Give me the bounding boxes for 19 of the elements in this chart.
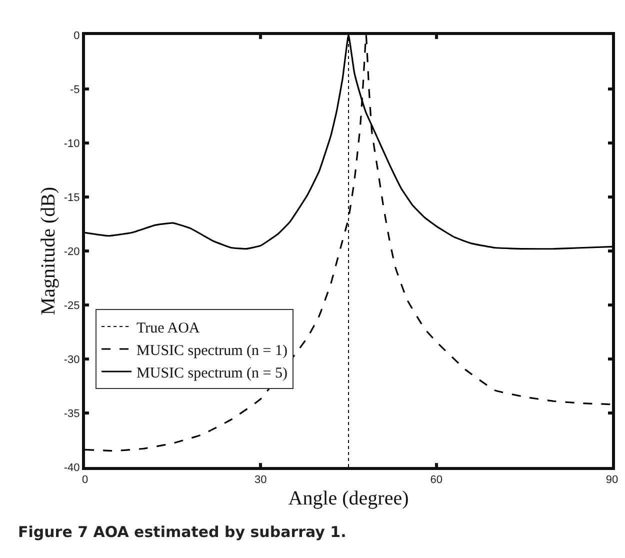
- y-tick-label: -40: [64, 462, 80, 474]
- y-axis-title: Magnitude (dB): [37, 186, 60, 316]
- x-axis-title: Angle (degree): [288, 488, 409, 510]
- x-tick-label: 90: [606, 474, 618, 486]
- x-tick-label: 30: [254, 474, 267, 486]
- x-tick-label: 60: [430, 474, 442, 486]
- y-tick-label: -15: [64, 192, 80, 204]
- y-tick-label: -20: [64, 246, 80, 258]
- legend-label: MUSIC spectrum (n = 1): [136, 342, 288, 359]
- x-tick-label: 0: [82, 474, 88, 486]
- y-tick-label: -10: [64, 138, 80, 150]
- caption: Figure 7 AOA estimated by subarray 1.: [18, 523, 346, 541]
- y-tick-label: -25: [64, 300, 80, 312]
- y-tick-label: -35: [64, 408, 80, 420]
- legend-label: MUSIC spectrum (n = 5): [136, 365, 288, 382]
- y-tick-label: -30: [64, 354, 80, 366]
- y-tick-label: -5: [70, 84, 80, 96]
- legend-label: True AOA: [136, 320, 200, 336]
- y-tick-label: 0: [74, 30, 80, 42]
